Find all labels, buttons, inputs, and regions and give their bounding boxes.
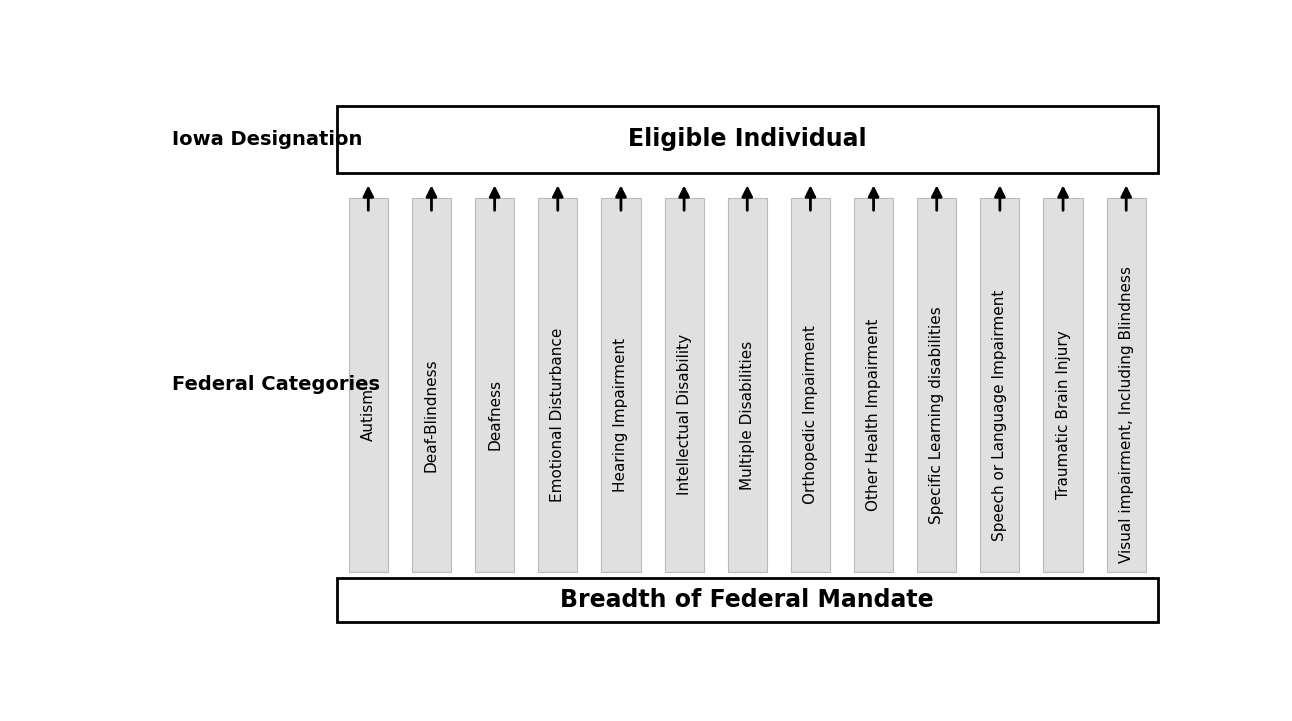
Bar [664, 198, 704, 572]
Text: Other Health Impairment: Other Health Impairment [866, 319, 881, 511]
Bar [917, 198, 956, 572]
Bar [1044, 198, 1083, 572]
Bar [475, 198, 514, 572]
Bar [854, 198, 893, 572]
Text: Federal Categories: Federal Categories [172, 376, 380, 394]
Text: Multiple Disabilities: Multiple Disabilities [740, 340, 755, 490]
Bar [1107, 198, 1146, 572]
Bar [337, 578, 1158, 622]
Text: Hearing Impairment: Hearing Impairment [614, 338, 628, 492]
Text: Deaf-Blindness: Deaf-Blindness [424, 358, 439, 472]
Text: Eligible Individual: Eligible Individual [628, 128, 867, 151]
Bar [981, 198, 1019, 572]
Text: Breadth of Federal Mandate: Breadth of Federal Mandate [561, 588, 934, 612]
Bar [539, 198, 578, 572]
Bar [412, 198, 451, 572]
Bar [727, 198, 767, 572]
Text: Autism: Autism [360, 389, 376, 441]
Text: Intellectual Disability: Intellectual Disability [677, 335, 691, 495]
Text: Specific Learning disabilities: Specific Learning disabilities [929, 306, 944, 523]
Text: Orthopedic Impairment: Orthopedic Impairment [802, 325, 818, 505]
Text: Visual impairment, Including Blindness: Visual impairment, Including Blindness [1119, 266, 1133, 563]
Bar [601, 198, 641, 572]
Bar [337, 106, 1158, 172]
Bar [791, 198, 829, 572]
Text: Speech or Language Impairment: Speech or Language Impairment [992, 289, 1008, 541]
Text: Deafness: Deafness [487, 379, 503, 451]
Text: Iowa Designation: Iowa Designation [172, 130, 362, 149]
Bar [349, 198, 388, 572]
Text: Traumatic Brain Injury: Traumatic Brain Injury [1056, 330, 1071, 499]
Text: Emotional Disturbance: Emotional Disturbance [550, 328, 566, 502]
